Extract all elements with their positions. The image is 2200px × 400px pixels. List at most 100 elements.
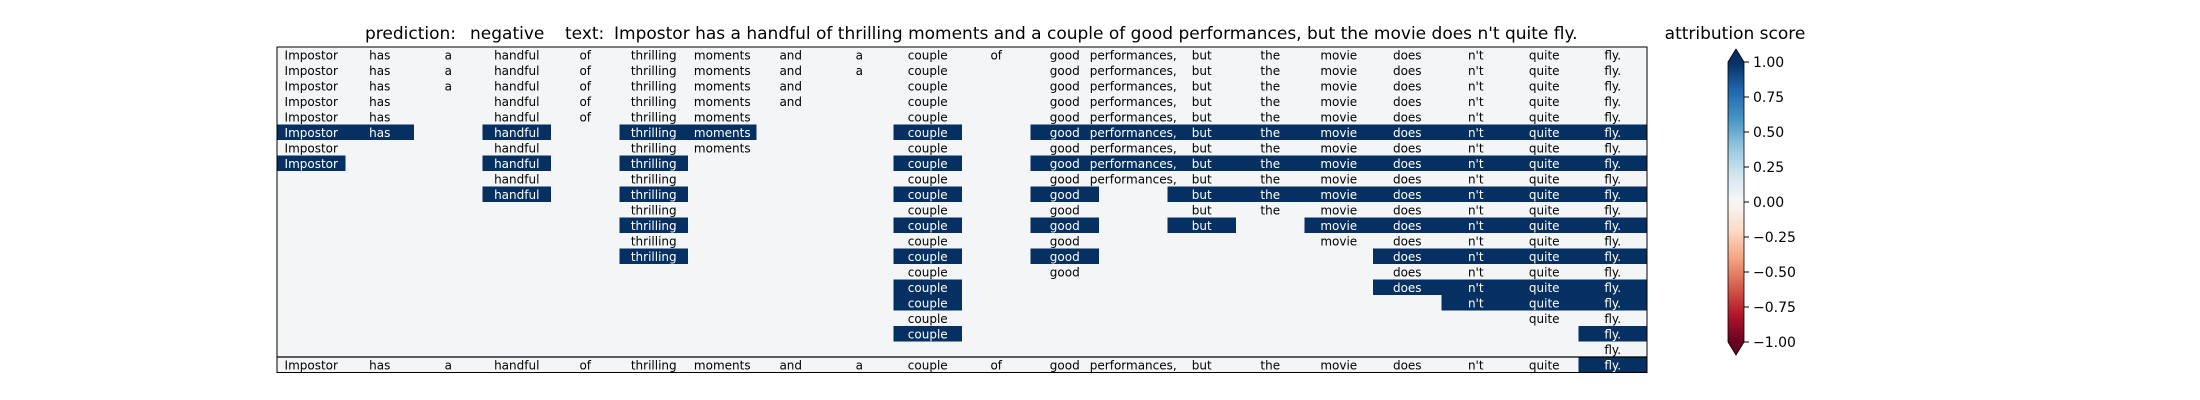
colorbar-tick-label: 1.00 xyxy=(1753,55,1784,71)
token-label: fly. xyxy=(1604,95,1621,109)
colorbar-tick-label: 0.50 xyxy=(1753,125,1784,141)
token-label: performances, xyxy=(1090,141,1177,155)
token-label: thrilling xyxy=(631,234,677,248)
highlight-cell xyxy=(1578,124,1647,140)
token-label: fly. xyxy=(1604,141,1621,155)
token-label: does xyxy=(1393,157,1422,171)
token-label: movie xyxy=(1320,141,1357,155)
token-label: thrilling xyxy=(631,219,677,233)
highlight-cell xyxy=(482,124,551,140)
token-label: good xyxy=(1050,95,1080,109)
token-label: n't xyxy=(1468,219,1484,233)
token-label: quite xyxy=(1529,172,1560,186)
token-label: fly. xyxy=(1604,79,1621,93)
token-label: moments xyxy=(694,64,751,78)
token-label: of xyxy=(579,95,591,109)
highlight-cell xyxy=(1441,279,1510,295)
highlight-cell xyxy=(1236,155,1305,171)
token-label: thrilling xyxy=(631,188,677,202)
token-label: quite xyxy=(1529,110,1560,124)
token-label: fly. xyxy=(1604,265,1621,279)
token-label: n't xyxy=(1468,141,1484,155)
highlight-cell xyxy=(1030,248,1099,264)
token-label: quite xyxy=(1529,250,1560,264)
colorbar-title: attribution score xyxy=(1665,24,1806,44)
token-label: quite xyxy=(1529,188,1560,202)
token-label: good xyxy=(1050,234,1080,248)
highlight-cell xyxy=(1236,186,1305,202)
token-label: a xyxy=(856,64,863,78)
highlight-cell xyxy=(1441,155,1510,171)
token-label: the xyxy=(1260,79,1280,93)
token-label: good xyxy=(1050,64,1080,78)
token-label: couple xyxy=(908,172,948,186)
token-label: of xyxy=(990,358,1002,372)
token-label: n't xyxy=(1468,48,1484,62)
token-label: of xyxy=(579,79,591,93)
token-label: quite xyxy=(1529,126,1560,140)
token-label: does xyxy=(1393,110,1422,124)
token-label: handful xyxy=(494,188,539,202)
token-label: couple xyxy=(908,281,948,295)
token-label: and xyxy=(779,95,802,109)
token-label: moments xyxy=(694,48,751,62)
token-label: the xyxy=(1260,203,1280,217)
token-label: quite xyxy=(1529,157,1560,171)
token-label: quite xyxy=(1529,219,1560,233)
highlight-cell xyxy=(893,217,962,233)
token-label: thrilling xyxy=(631,64,677,78)
token-label: but xyxy=(1192,141,1212,155)
token-label: n't xyxy=(1468,265,1484,279)
token-label: but xyxy=(1192,95,1212,109)
highlight-cell xyxy=(1167,186,1236,202)
token-label: fly. xyxy=(1604,110,1621,124)
token-label: performances, xyxy=(1090,358,1177,372)
colorbar-tick-label: 0.00 xyxy=(1753,195,1784,211)
token-label: quite xyxy=(1529,281,1560,295)
token-label: but xyxy=(1192,64,1212,78)
token-label: but xyxy=(1192,126,1212,140)
attribution-heatmap: Impostor has a handful of thrilling moments and… xyxy=(276,46,1648,373)
token-label: movie xyxy=(1320,157,1357,171)
token-label: handful xyxy=(494,141,539,155)
token-label: a xyxy=(445,79,452,93)
token-label: Impostor xyxy=(285,95,338,109)
highlight-cell xyxy=(619,248,688,264)
token-label: thrilling xyxy=(631,126,677,140)
token-label: fly. xyxy=(1604,188,1621,202)
token-label: does xyxy=(1393,79,1422,93)
token-label: couple xyxy=(908,110,948,124)
token-label: thrilling xyxy=(631,358,677,372)
token-label: moments xyxy=(694,141,751,155)
token-label: fly. xyxy=(1604,172,1621,186)
token-label: does xyxy=(1393,95,1422,109)
token-label: Impostor xyxy=(285,48,338,62)
highlight-cell xyxy=(1510,155,1579,171)
token-label: n't xyxy=(1468,234,1484,248)
token-label: does xyxy=(1393,234,1422,248)
token-label: good xyxy=(1050,157,1080,171)
token-label: thrilling xyxy=(631,95,677,109)
token-label: fly. xyxy=(1604,296,1621,310)
token-label: but xyxy=(1192,48,1212,62)
token-label: Impostor xyxy=(285,157,338,171)
token-label: movie xyxy=(1320,126,1357,140)
token-label: movie xyxy=(1320,110,1357,124)
token-label: fly. xyxy=(1604,64,1621,78)
highlight-cell xyxy=(1030,217,1099,233)
token-label: n't xyxy=(1468,79,1484,93)
token-label: has xyxy=(369,79,390,93)
token-label: good xyxy=(1050,172,1080,186)
token-label: n't xyxy=(1468,95,1484,109)
token-label: does xyxy=(1393,265,1422,279)
token-label: good xyxy=(1050,203,1080,217)
token-label: movie xyxy=(1320,188,1357,202)
token-label: Impostor xyxy=(285,64,338,78)
token-label: the xyxy=(1260,110,1280,124)
prediction-label: prediction: xyxy=(365,24,456,44)
token-label: movie xyxy=(1320,203,1357,217)
text-label: text: xyxy=(565,24,604,44)
token-label: handful xyxy=(494,110,539,124)
token-label: but xyxy=(1192,219,1212,233)
token-label: couple xyxy=(908,64,948,78)
